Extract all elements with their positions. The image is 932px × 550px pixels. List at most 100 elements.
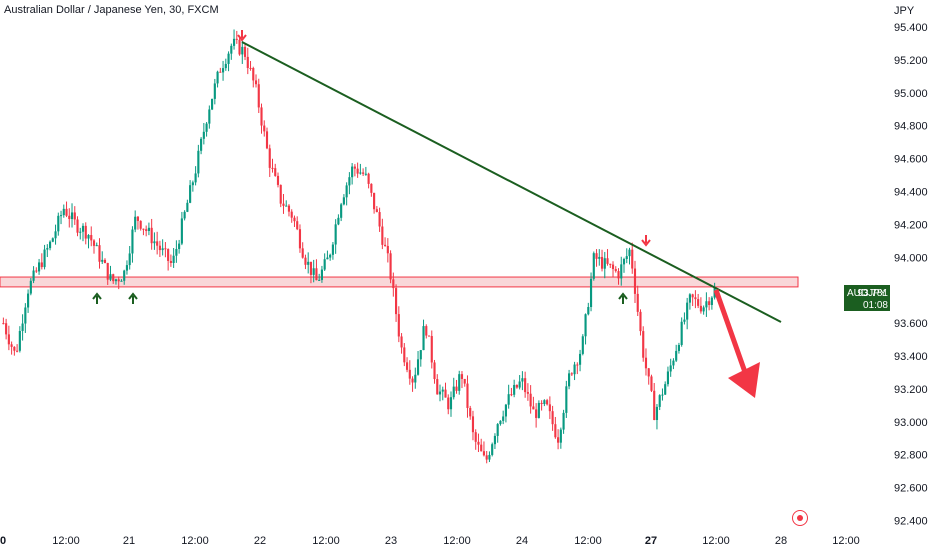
candle-body bbox=[568, 373, 571, 387]
candle-body bbox=[315, 268, 318, 281]
candle-body bbox=[702, 307, 705, 312]
candle-body bbox=[653, 390, 656, 420]
candle-body bbox=[584, 314, 587, 337]
candle-body bbox=[436, 379, 439, 395]
candle-body bbox=[10, 344, 13, 347]
candle-body bbox=[268, 148, 271, 168]
candle-body bbox=[13, 346, 16, 351]
candle-body bbox=[18, 330, 21, 351]
candle-body bbox=[395, 288, 398, 315]
candle-body bbox=[48, 241, 52, 249]
candle-body bbox=[367, 173, 370, 184]
candle-body bbox=[433, 362, 436, 380]
candle-body bbox=[123, 270, 126, 281]
high-marker-arrow-head bbox=[237, 34, 247, 42]
candle-body bbox=[252, 68, 255, 81]
candle-body bbox=[24, 307, 27, 324]
candle-body bbox=[232, 38, 236, 46]
candle-body bbox=[493, 435, 497, 445]
candle-body bbox=[38, 262, 41, 272]
candle-body bbox=[331, 244, 334, 255]
candle-body bbox=[592, 253, 595, 279]
x-tick-label: 27 bbox=[645, 535, 657, 547]
y-tick-label: 94.800 bbox=[894, 121, 928, 133]
candle-body bbox=[526, 392, 529, 394]
candle-body bbox=[304, 257, 307, 265]
support-marker-arrow-head bbox=[128, 292, 138, 300]
candle-body bbox=[65, 208, 68, 216]
y-tick-label: 95.200 bbox=[894, 55, 928, 67]
currency-label: JPY bbox=[894, 5, 915, 17]
x-tick-label: 12:00 bbox=[52, 535, 80, 547]
candle-body bbox=[631, 249, 634, 269]
candle-body bbox=[21, 323, 24, 331]
projection-arrow-head bbox=[728, 362, 760, 398]
candle-body bbox=[636, 293, 639, 312]
candle-body bbox=[600, 256, 604, 269]
candle-body bbox=[134, 216, 137, 230]
candle-body bbox=[271, 167, 274, 169]
x-tick-label: 23 bbox=[385, 535, 397, 547]
candle-body bbox=[90, 235, 93, 241]
candle-body bbox=[504, 404, 507, 417]
candle-body bbox=[40, 262, 43, 268]
x-tick-label: 12:00 bbox=[443, 535, 471, 547]
candle-body bbox=[598, 256, 601, 259]
x-tick-label: 0 bbox=[0, 535, 6, 547]
candle-body bbox=[386, 245, 389, 254]
candle-body bbox=[537, 402, 540, 418]
candle-body bbox=[51, 238, 54, 242]
candle-body bbox=[438, 391, 442, 395]
candle-body bbox=[73, 212, 76, 220]
candle-body bbox=[419, 350, 422, 360]
candle-body bbox=[79, 231, 82, 233]
y-tick-label: 92.800 bbox=[894, 450, 928, 462]
candle-body bbox=[62, 208, 65, 216]
candle-body bbox=[405, 362, 409, 370]
candle-body bbox=[117, 279, 120, 282]
candle-body bbox=[59, 215, 63, 217]
candle-body bbox=[414, 374, 417, 383]
candle-body bbox=[307, 261, 310, 265]
chart-title: Australian Dollar / Japanese Yen, 30, FX… bbox=[4, 4, 219, 16]
y-tick-label: 93.000 bbox=[894, 417, 928, 429]
candle-body bbox=[81, 225, 85, 232]
price-tag-symbol: AUDJPY bbox=[847, 288, 887, 299]
candle-body bbox=[265, 131, 269, 149]
candle-body bbox=[243, 46, 247, 57]
candle-body bbox=[27, 293, 30, 308]
descending-trendline bbox=[241, 41, 782, 323]
candle-body bbox=[581, 336, 584, 354]
candle-body bbox=[301, 248, 304, 258]
candle-body bbox=[392, 279, 395, 289]
candle-body bbox=[43, 249, 46, 268]
candle-body bbox=[540, 402, 543, 405]
x-tick-label: 12:00 bbox=[312, 535, 340, 547]
candle-body bbox=[230, 45, 233, 54]
candle-body bbox=[200, 138, 203, 151]
x-tick-label: 12:00 bbox=[702, 535, 730, 547]
record-icon[interactable] bbox=[792, 510, 808, 526]
candle-body bbox=[661, 394, 664, 396]
candle-body bbox=[469, 407, 472, 417]
candle-body bbox=[131, 229, 134, 254]
candle-body bbox=[466, 383, 469, 408]
candle-body bbox=[5, 323, 8, 335]
candle-body bbox=[680, 321, 683, 345]
candle-body bbox=[686, 302, 689, 320]
high-marker-arrow-head bbox=[641, 239, 651, 247]
candle-body bbox=[485, 455, 488, 460]
candle-body bbox=[570, 373, 573, 375]
candle-body bbox=[32, 270, 35, 281]
candle-body bbox=[109, 274, 112, 280]
x-tick-label: 28 bbox=[775, 535, 787, 547]
candle-body bbox=[384, 244, 387, 246]
y-tick-label: 94.400 bbox=[894, 187, 928, 199]
candle-body bbox=[666, 371, 670, 385]
candle-body bbox=[186, 202, 189, 212]
candle-body bbox=[320, 269, 323, 280]
candle-body bbox=[68, 215, 71, 220]
candle-body bbox=[340, 204, 343, 218]
candle-body bbox=[158, 245, 161, 251]
